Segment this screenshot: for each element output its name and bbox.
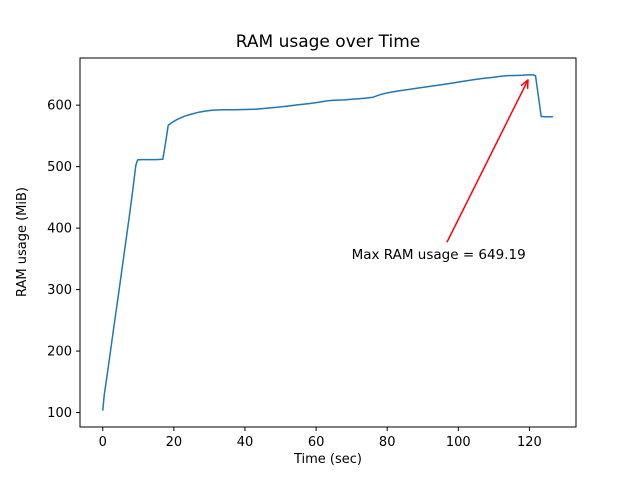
y-tick-label: 600 [47, 99, 72, 114]
x-tick-label: 120 [517, 435, 542, 450]
x-tick-label: 40 [237, 435, 254, 450]
x-tick-label: 100 [446, 435, 471, 450]
max-ram-annotation-text: Max RAM usage = 649.19 [352, 247, 526, 263]
y-tick-label: 300 [47, 283, 72, 298]
arrowhead-icon [520, 79, 529, 89]
y-tick-label: 200 [47, 345, 72, 360]
chart-title: RAM usage over Time [236, 32, 420, 52]
plot-area: 0 20 40 60 80 100 120 100 200 300 400 500 600 [47, 57, 577, 450]
x-tick-label: 60 [308, 435, 325, 450]
ram-usage-line-series [102, 74, 554, 411]
plot-border [79, 57, 577, 428]
y-axis-label: RAM usage (MiB) [15, 187, 30, 297]
x-tick-label: 20 [166, 435, 183, 450]
max-ram-annotation-arrow [446, 79, 529, 243]
y-tick-label: 400 [47, 222, 72, 237]
y-tick-label: 100 [47, 406, 72, 421]
x-axis-label: Time (sec) [293, 452, 362, 467]
x-tick-label: 0 [99, 435, 107, 450]
y-tick-label: 500 [47, 160, 72, 175]
x-tick-label: 80 [379, 435, 396, 450]
